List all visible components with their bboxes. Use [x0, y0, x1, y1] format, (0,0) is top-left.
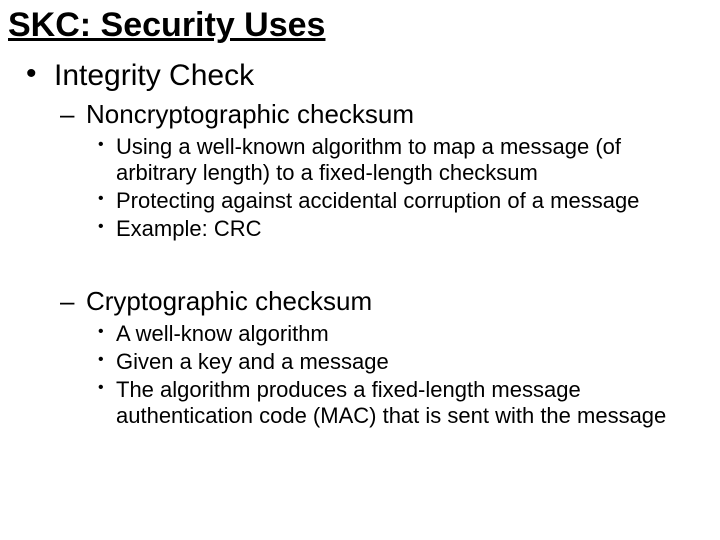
l1-integrity-check: Integrity Check	[8, 59, 702, 93]
l2-crypto-heading: Cryptographic checksum	[8, 286, 702, 317]
l2-noncrypto-heading: Noncryptographic checksum	[8, 99, 702, 130]
l3-crypto-point-1: A well-know algorithm	[8, 321, 702, 347]
l3-crypto-point-3: The algorithm produces a fixed-length me…	[8, 377, 702, 429]
bullet-list: Integrity Check Noncryptographic checksu…	[8, 59, 702, 429]
slide-title: SKC: Security Uses	[8, 6, 702, 45]
l3-noncrypto-point-2: Protecting against accidental corruption…	[8, 188, 702, 214]
l3-noncrypto-point-3: Example: CRC	[8, 216, 702, 242]
spacer	[8, 244, 702, 280]
l3-crypto-point-2: Given a key and a message	[8, 349, 702, 375]
slide: SKC: Security Uses Integrity Check Noncr…	[0, 0, 720, 540]
l3-noncrypto-point-1: Using a well-known algorithm to map a me…	[8, 134, 702, 186]
